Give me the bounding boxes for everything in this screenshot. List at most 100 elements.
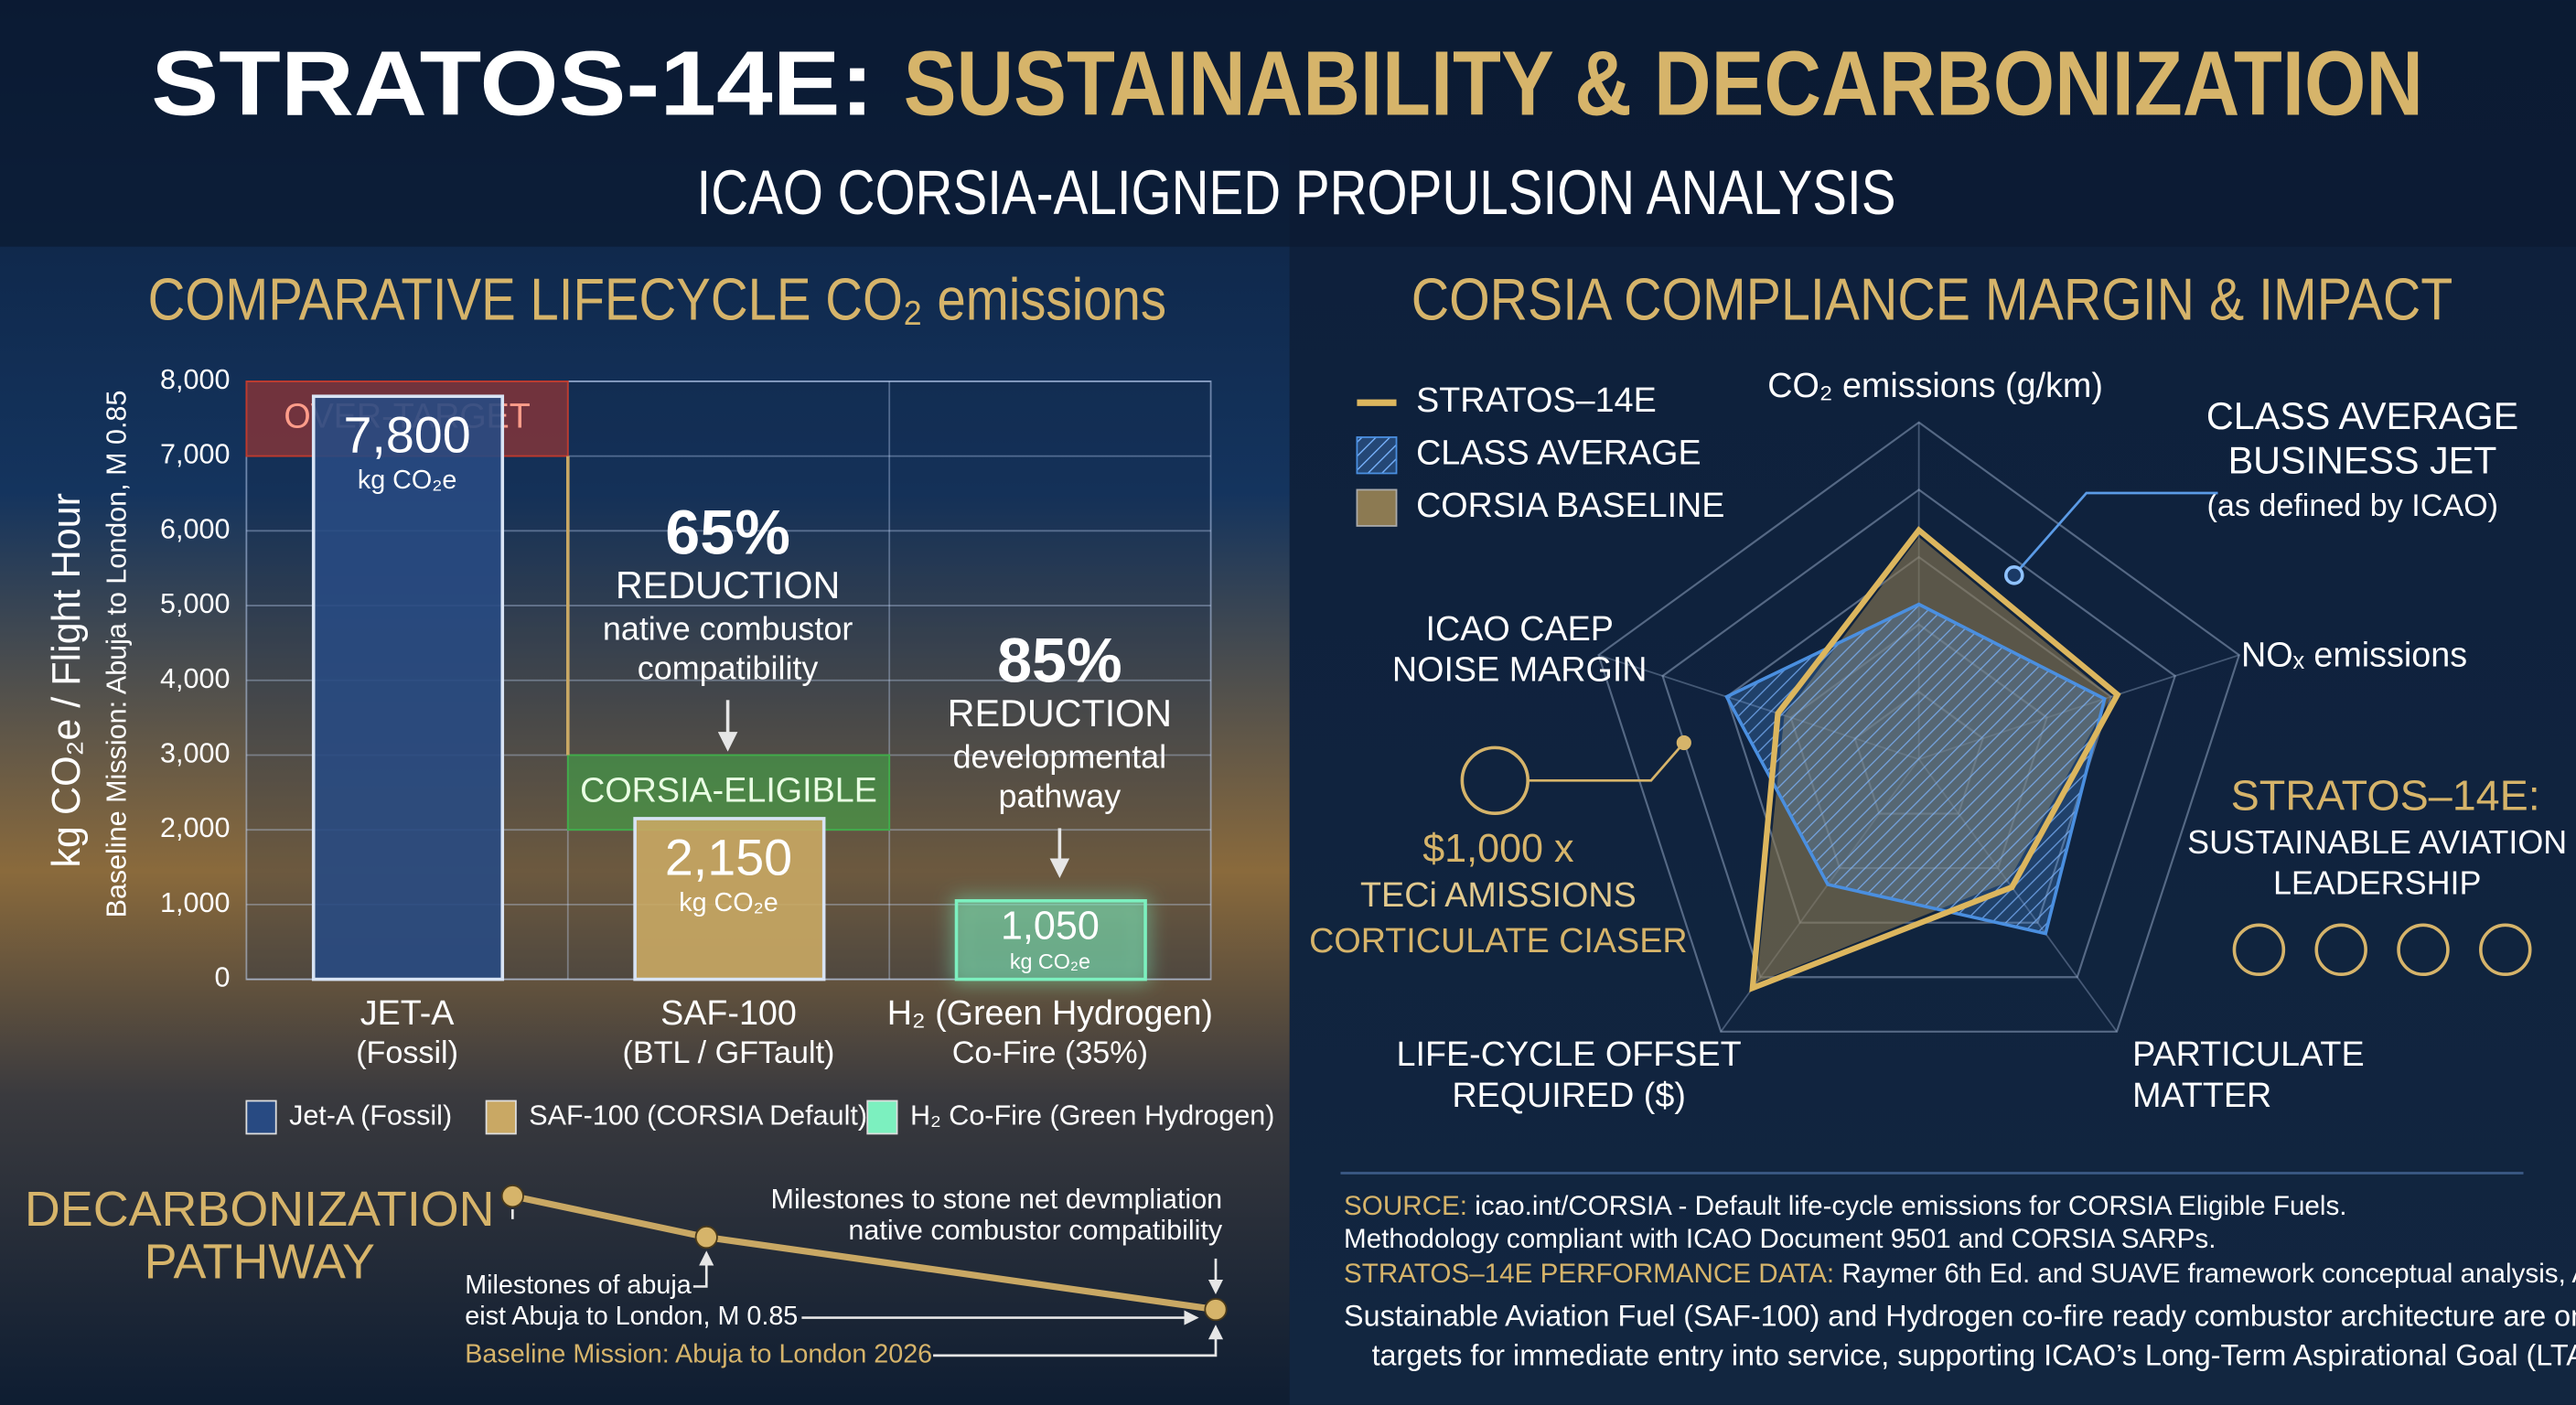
- value-label: 2,150: [665, 829, 792, 885]
- legend-swatch: [485, 1099, 517, 1135]
- legend-label: SAF-100 (CORSIA Default): [529, 1100, 867, 1132]
- note-title: CLASS AVERAGE: [2206, 395, 2518, 437]
- legend-swatch: [866, 1099, 898, 1135]
- x-tick-note: (Fossil): [356, 1035, 458, 1070]
- callout-note: pathway: [998, 778, 1121, 815]
- legend-label: Jet-A (Fossil): [289, 1100, 452, 1132]
- callout-headline: 65%: [665, 499, 790, 568]
- source-text: Raymer 6th Ed. and SUAVE framework conce…: [1834, 1259, 2576, 1289]
- x-tick-note: (BTL / GFTault): [623, 1035, 835, 1070]
- leader-icon: [2397, 923, 2450, 977]
- callout-note: compatibility: [638, 649, 819, 686]
- source-text: Sustainable Aviation Fuel (SAF-100) and …: [1344, 1299, 2576, 1332]
- legend-swatch: [245, 1099, 277, 1135]
- source-line: targets for immediate entry into service…: [1372, 1338, 2576, 1371]
- source-text: icao.int/CORSIA - Default life-cycle emi…: [1467, 1191, 2346, 1221]
- leader-title: STRATOS–14E:: [2231, 771, 2540, 819]
- note-title: BUSINESS JET: [2228, 440, 2497, 482]
- offset-dot: [1676, 735, 1691, 751]
- source-lead: SOURCE:: [1344, 1191, 1467, 1221]
- legend-label: H₂ Co-Fire (Green Hydrogen): [910, 1100, 1274, 1132]
- radar-axis-label: PARTICULATE: [2132, 1035, 2365, 1073]
- source-text: Methodology compliant with ICAO Document…: [1344, 1224, 2216, 1254]
- note-dot: [2004, 565, 2024, 585]
- y-tick-label: 4,000: [160, 663, 230, 694]
- radar-series: [1724, 602, 2107, 936]
- callout-note: native combustor: [603, 609, 853, 647]
- radar-axis-label: CO₂ emissions (g/km): [1767, 366, 2103, 404]
- pathway-arrow: [933, 1325, 1224, 1357]
- pathway-dot: [1204, 1298, 1228, 1322]
- source-line: STRATOS–14E PERFORMANCE DATA: Raymer 6th…: [1344, 1259, 2576, 1289]
- offset-note: $1,000 x: [1422, 827, 1574, 871]
- y-tick-label: 1,000: [160, 887, 230, 918]
- pathway-arrow: [692, 1250, 714, 1288]
- radar-ring: [1597, 421, 2241, 1033]
- offset-note: CORTICULATE CIASER: [1309, 921, 1687, 960]
- y-tick-label: 6,000: [160, 513, 230, 544]
- radar-axis-label: REQUIRED ($): [1452, 1076, 1686, 1114]
- pathway-note: Milestones of abuja: [465, 1271, 691, 1300]
- pathway-title: DECARBONIZATION: [25, 1182, 495, 1237]
- x-tick-label: H₂ (Green Hydrogen): [887, 993, 1213, 1032]
- y-axis-subtitle: Baseline Mission: Abuja to London, M 0.8…: [101, 391, 132, 918]
- callout-text: REDUCTION: [948, 692, 1172, 735]
- title-main: SUSTAINABILITY & DECARBONIZATION: [904, 33, 2423, 135]
- y-tick-label: 2,000: [160, 812, 230, 843]
- header-band: [0, 0, 2576, 247]
- pathway-dot: [500, 1185, 524, 1208]
- pathway-note: eist Abuja to London, M 0.85: [465, 1302, 798, 1331]
- value-unit: kg CO₂e: [679, 888, 778, 917]
- radar-axis-label: LIFE-CYCLE OFFSET: [1397, 1035, 1742, 1073]
- note-leader: [2012, 491, 2218, 576]
- source-line: Sustainable Aviation Fuel (SAF-100) and …: [1344, 1299, 2576, 1332]
- pathway-title: PATHWAY: [145, 1234, 375, 1289]
- bar-title: COMPARATIVE LIFECYCLE CO₂ emissions: [148, 266, 1166, 333]
- x-tick-label: JET-A: [360, 993, 456, 1032]
- value-label: 1,050: [1001, 905, 1100, 949]
- x-tick-note: Co-Fire (35%): [952, 1035, 1148, 1070]
- bar: [311, 394, 505, 981]
- offset-note: TECi AMISSIONS: [1360, 875, 1637, 914]
- radar-axis-label: MATTER: [2132, 1076, 2271, 1114]
- value-unit: kg CO₂e: [1010, 949, 1090, 973]
- x-tick-label: SAF-100: [660, 993, 797, 1032]
- source-lead: STRATOS–14E PERFORMANCE DATA:: [1344, 1259, 1834, 1289]
- bar: [633, 817, 826, 981]
- radar-ring: [1661, 488, 2177, 979]
- radar-series: [1749, 526, 2121, 992]
- source-line: SOURCE: icao.int/CORSIA - Default life-c…: [1344, 1191, 2346, 1221]
- subtitle: ICAO CORSIA-ALIGNED PROPULSION ANALYSIS: [696, 158, 1895, 228]
- legend-label: CLASS AVERAGE: [1416, 434, 1701, 472]
- radar-axis-label: NOₓ emissions: [2241, 636, 2467, 674]
- y-axis-title: kg CO₂e / Flight Hour: [45, 493, 89, 868]
- radar-axis-label: NOISE MARGIN: [1392, 650, 1648, 689]
- y-tick-label: 5,000: [160, 588, 230, 619]
- pathway-dot: [694, 1225, 718, 1249]
- callout-note: developmental: [953, 737, 1167, 775]
- title-lead: STRATOS-14E:: [151, 33, 874, 135]
- legend-swatch: [1356, 436, 1398, 475]
- radar-axis-label: ICAO CAEP: [1426, 609, 1614, 648]
- legend-label: STRATOS–14E: [1416, 381, 1657, 419]
- pathway-note: native combustor compatibility: [848, 1215, 1222, 1246]
- y-tick-label: 3,000: [160, 738, 230, 769]
- value-label: 7,800: [343, 407, 470, 464]
- legend-swatch: [1356, 488, 1398, 527]
- y-tick-label: 7,000: [160, 439, 230, 470]
- callout-headline: 85%: [997, 627, 1122, 696]
- leader-icon: [2479, 923, 2532, 977]
- leader-sub: LEADERSHIP: [2273, 864, 2481, 902]
- band-label: CORSIA-ELIGIBLE: [580, 770, 877, 809]
- leader-sub: SUSTAINABLE AVIATION: [2187, 823, 2567, 861]
- value-unit: kg CO₂e: [358, 466, 457, 495]
- offset-leader: [1528, 742, 1685, 782]
- pathway-baseline: Baseline Mission: Abuja to London 2026: [465, 1339, 932, 1368]
- callout-text: REDUCTION: [616, 564, 840, 606]
- bar: [954, 899, 1147, 981]
- legend-label: CORSIA BASELINE: [1416, 486, 1724, 524]
- y-tick-label: 0: [214, 962, 230, 993]
- source-line: Methodology compliant with ICAO Document…: [1344, 1224, 2216, 1254]
- leader-icon: [2232, 923, 2286, 977]
